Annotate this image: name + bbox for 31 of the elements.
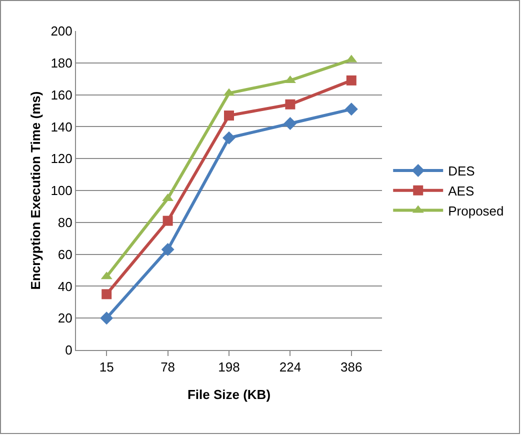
legend-label: Proposed <box>448 203 504 218</box>
point <box>224 110 234 121</box>
point <box>284 117 297 130</box>
point <box>102 289 112 300</box>
x-tick-label: 224 <box>279 360 302 375</box>
x-tick-label: 198 <box>218 360 240 375</box>
y-tick-label: 0 <box>65 342 72 358</box>
y-tick-label: 80 <box>58 214 72 230</box>
y-tick-label: 20 <box>58 310 72 326</box>
x-tick-label: 15 <box>99 360 114 375</box>
point <box>222 131 236 144</box>
point <box>285 99 296 110</box>
point <box>346 75 356 86</box>
legend-label: DES <box>448 164 476 179</box>
x-tick-label: 78 <box>160 360 176 375</box>
y-tick-label: 40 <box>58 278 72 294</box>
y-tick-label: 140 <box>50 119 72 134</box>
x-axis-title: File Size (KB) <box>187 387 271 402</box>
y-axis-title: Encryption Execution Time (ms) <box>28 91 43 290</box>
x-tick-label: 386 <box>340 360 362 375</box>
y-tick-label: 160 <box>50 87 72 102</box>
point <box>161 243 174 256</box>
legend-label: AES <box>448 183 474 198</box>
y-tick-label: 100 <box>50 183 72 198</box>
point <box>100 312 114 325</box>
point <box>162 216 173 226</box>
point <box>344 102 358 116</box>
y-tick-label: 120 <box>50 151 72 166</box>
y-tick-label: 60 <box>58 246 72 262</box>
y-tick-label: 180 <box>50 55 72 70</box>
y-tick-label: 200 <box>50 24 72 39</box>
